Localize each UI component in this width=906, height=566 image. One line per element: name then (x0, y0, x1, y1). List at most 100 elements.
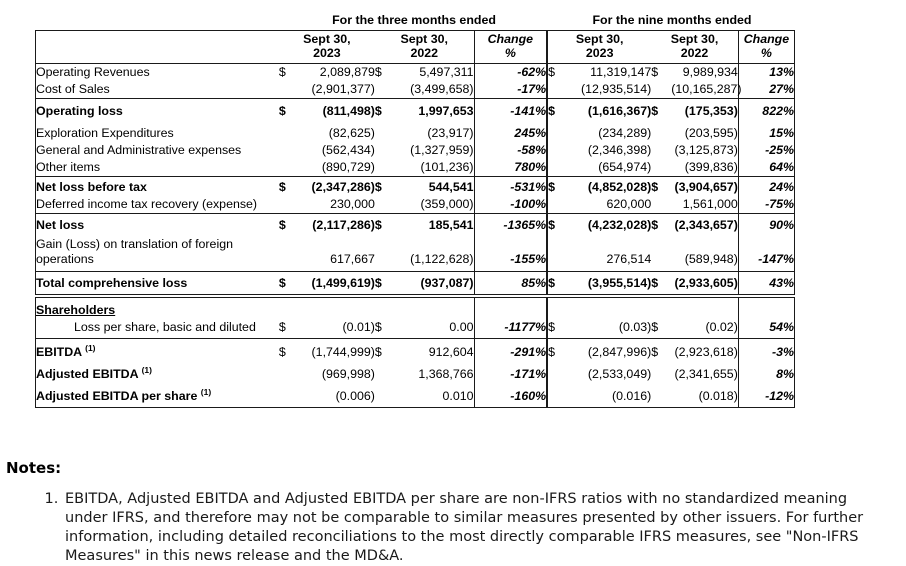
page: { "table": { "currency_symbol": "$", "pe… (0, 0, 906, 525)
value-cell: (589,948) (671, 236, 739, 272)
change-cell: 13% (737, 63, 795, 81)
currency-symbol: $ (374, 65, 382, 79)
currency-symbol (279, 125, 298, 142)
row-label-cell: General and Administrative expenses (36, 142, 279, 159)
column-header-empty (35, 30, 279, 64)
financial-summary: For the three months ended For the nine … (35, 13, 795, 408)
currency-symbol (278, 159, 298, 177)
footnote-ref: (1) (85, 342, 96, 353)
column-header-line: 2023 (313, 45, 341, 60)
table-row: Loss per share, basic and diluted $ (0.01)… (35, 319, 795, 339)
change-cell: -155% (473, 236, 549, 272)
row-label: Total comprehensive loss (36, 276, 188, 290)
row-label-cell: Exploration Expenditures (36, 125, 279, 142)
row-label: Net loss before tax (36, 180, 147, 194)
value-cell: (969,998) (321, 367, 375, 381)
column-header-line: Change (487, 32, 534, 46)
currency-symbol (374, 81, 397, 99)
currency-symbol: $ (278, 218, 286, 232)
currency-symbol (375, 383, 397, 408)
value-cell: (234,289) (598, 126, 652, 140)
row-label-cell: Adjusted EBITDA (1) (36, 361, 279, 383)
value-cell: (2,901,377) (297, 81, 375, 99)
value-cell: (1,327,959) (410, 143, 474, 157)
row-label-cell: EBITDA (1) (36, 339, 279, 362)
change-cell: -25% (737, 142, 795, 159)
change-cell (473, 296, 549, 319)
value-cell: (12,935,514) (569, 81, 652, 99)
value-cell: (2,343,657) (674, 218, 738, 232)
value-cell: (0.018) (698, 389, 738, 403)
currency-symbol (279, 383, 298, 408)
column-header: Sept 30, 2023 (278, 30, 375, 64)
value-cell: (562,434) (321, 143, 375, 157)
currency-symbol: $ (651, 271, 672, 298)
currency-symbol: $ (548, 218, 556, 232)
value-cell: 912,604 (428, 345, 474, 359)
table-row: Gain (Loss) on translation of foreign op… (35, 236, 795, 272)
value-cell: (4,232,028) (587, 218, 652, 232)
value-cell: (82,625) (328, 126, 375, 140)
value-cell: 0.00 (396, 319, 475, 339)
row-label: Adjusted EBITDA per share (36, 389, 198, 403)
value-cell: (2,117,286) (312, 218, 375, 232)
value-cell: 617,667 (297, 236, 375, 272)
value-cell: 5,497,311 (419, 65, 474, 79)
currency-symbol: $ (651, 218, 659, 232)
currency-symbol (547, 142, 569, 159)
notes-list: EBITDA, Adjusted EBITDA and Adjusted EBI… (6, 490, 906, 566)
change-cell: 85% (473, 271, 549, 298)
currency-symbol: $ (374, 218, 382, 232)
currency-symbol (374, 196, 397, 214)
row-label: Loss per share, basic and diluted (74, 320, 256, 334)
column-header-line: Sept 30, (575, 32, 624, 46)
value-cell: (1,616,367) (587, 104, 652, 118)
change-cell: 822% (737, 98, 795, 125)
value-cell: (937,087) (396, 271, 475, 298)
column-header: Sept 30, 2022 (374, 30, 475, 64)
value-cell: (101,236) (396, 159, 475, 177)
row-label-cell: Net loss before tax (36, 177, 279, 197)
value-cell: 9,989,934 (682, 65, 738, 79)
value-cell: 1,368,766 (418, 367, 474, 381)
change-cell (737, 296, 795, 319)
currency-symbol (375, 125, 397, 142)
value-cell: (890,729) (297, 159, 375, 177)
row-label: Operating Revenues (36, 65, 150, 79)
row-label-cell: Adjusted EBITDA per share (1) (36, 383, 279, 408)
row-label: Gain (Loss) on translation of foreign op… (36, 237, 233, 266)
currency-symbol (547, 159, 570, 177)
currency-symbol: $ (548, 180, 556, 194)
change-cell: -147% (737, 236, 795, 272)
value-cell: (2,533,049) (587, 367, 652, 381)
currency-symbol (278, 196, 298, 214)
value-cell: (399,836) (671, 159, 739, 177)
row-label: Cost of Sales (36, 82, 110, 96)
row-label-cell: Operating loss (36, 99, 279, 126)
currency-symbol (547, 383, 569, 408)
currency-symbol (375, 296, 397, 319)
change-cell: -3% (737, 338, 795, 361)
change-cell: -171% (473, 361, 549, 383)
value-cell: 230,000 (297, 196, 375, 214)
row-label: Operating loss (36, 104, 123, 118)
value-cell: 2,089,879 (319, 65, 375, 79)
currency-symbol: $ (547, 271, 570, 298)
row-label-cell: Other items (35, 159, 279, 177)
currency-symbol (651, 383, 671, 408)
value-cell (671, 296, 738, 319)
table-row: General and Administrative expenses (562,… (36, 142, 795, 159)
period-group-headers: For the three months ended For the nine … (35, 13, 795, 27)
change-cell: 15% (737, 125, 795, 142)
currency-symbol: $ (278, 180, 286, 194)
value-cell: (1,122,628) (396, 236, 475, 272)
currency-symbol: $ (548, 65, 556, 79)
value-cell: (1,499,619) (297, 271, 375, 298)
financial-summary-table: Sept 30, 2023 Sept 30, 2022 Change% Sept 3… (35, 30, 795, 408)
currency-symbol (651, 142, 671, 159)
row-label-cell: Deferred income tax recovery (expense) (35, 196, 279, 214)
note-item: EBITDA, Adjusted EBITDA and Adjusted EBI… (63, 490, 891, 566)
value-cell: 0.010 (442, 389, 474, 403)
row-label: Other items (36, 160, 101, 174)
column-header-line: Sept 30, (670, 32, 719, 46)
